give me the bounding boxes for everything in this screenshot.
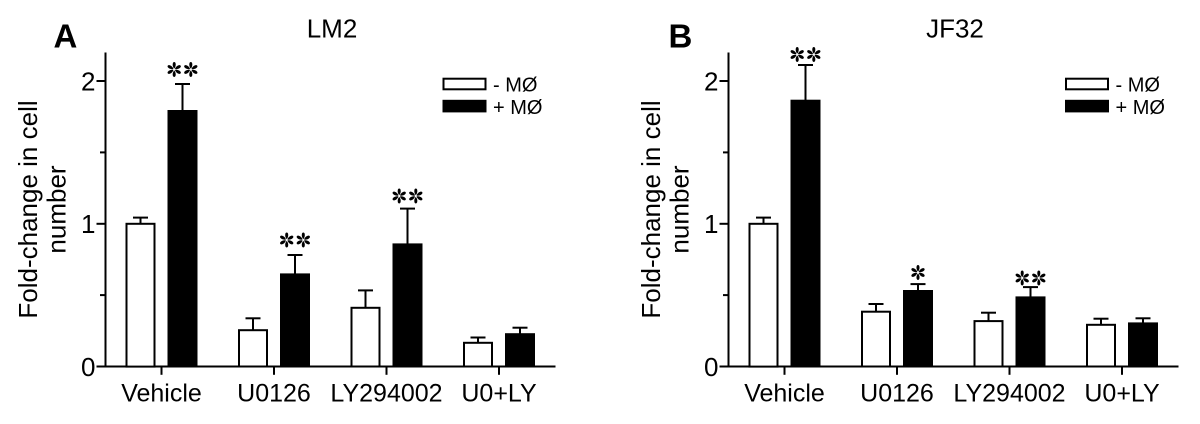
svg-text:A: A [54, 18, 78, 55]
svg-text:1: 1 [81, 209, 95, 239]
svg-text:- MØ: - MØ [1116, 75, 1160, 97]
svg-text:+ MØ: + MØ [1116, 97, 1165, 119]
svg-text:+ MØ: + MØ [493, 97, 542, 119]
svg-text:Vehicle: Vehicle [744, 380, 825, 408]
svg-text:number: number [665, 165, 695, 253]
svg-text:number: number [42, 165, 72, 253]
svg-text:Fold-change in cell: Fold-change in cell [13, 100, 43, 318]
svg-text:U0126: U0126 [237, 380, 311, 408]
svg-text:2: 2 [704, 67, 718, 97]
svg-text:LY294002: LY294002 [330, 380, 442, 408]
svg-text:U0+LY: U0+LY [461, 380, 537, 408]
svg-text:- MØ: - MØ [493, 75, 537, 97]
svg-text:0: 0 [704, 352, 718, 382]
svg-text:U0+LY: U0+LY [1084, 380, 1160, 408]
svg-text:2: 2 [81, 67, 95, 97]
svg-text:0: 0 [81, 352, 95, 382]
svg-text:U0126: U0126 [860, 380, 934, 408]
svg-text:Vehicle: Vehicle [121, 380, 202, 408]
svg-text:JF32: JF32 [926, 14, 984, 44]
svg-text:LY294002: LY294002 [953, 380, 1065, 408]
svg-text:1: 1 [704, 209, 718, 239]
svg-text:LM2: LM2 [307, 14, 358, 44]
svg-text:Fold-change in cell: Fold-change in cell [636, 100, 666, 318]
svg-text:B: B [669, 18, 693, 55]
